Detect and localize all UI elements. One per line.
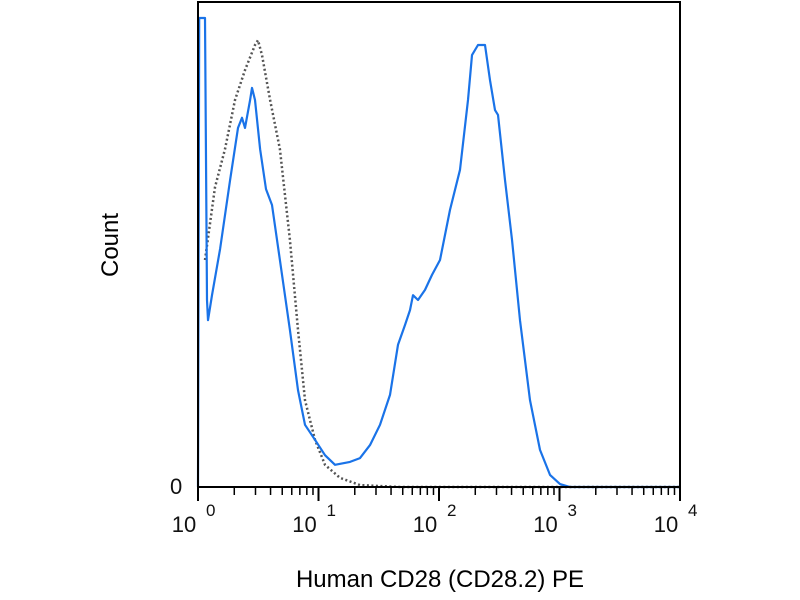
x-tick-exponent: 0 bbox=[206, 501, 215, 520]
x-tick-exponent: 1 bbox=[327, 501, 336, 520]
isotype-control-curve bbox=[203, 38, 680, 489]
x-axis-ticks: 10 0 10 1 10 2 10 3 10 4 bbox=[172, 487, 697, 537]
x-tick-exponent: 2 bbox=[447, 501, 456, 520]
x-tick-label: 10 bbox=[413, 512, 437, 537]
x-axis-title: Human CD28 (CD28.2) PE bbox=[296, 566, 584, 593]
x-tick-label: 10 bbox=[292, 512, 316, 537]
y-tick-label: 0 bbox=[170, 474, 182, 499]
y-axis-title: Count bbox=[97, 213, 124, 277]
x-tick-label: 10 bbox=[654, 512, 678, 537]
plot-frame bbox=[197, 1, 681, 488]
x-tick-exponent: 4 bbox=[688, 501, 697, 520]
series-layer bbox=[196, 16, 680, 489]
stained-sample-curve bbox=[196, 16, 680, 489]
x-tick-label: 10 bbox=[172, 512, 196, 537]
x-tick-label: 10 bbox=[533, 512, 557, 537]
x-tick-exponent: 3 bbox=[568, 501, 577, 520]
